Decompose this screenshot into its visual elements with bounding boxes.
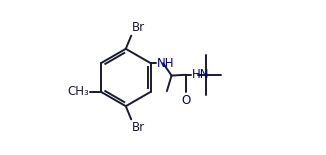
Text: NH: NH xyxy=(157,57,175,70)
Text: Br: Br xyxy=(132,21,145,34)
Text: CH₃: CH₃ xyxy=(67,85,89,98)
Text: O: O xyxy=(181,94,190,107)
Text: HN: HN xyxy=(192,68,209,81)
Text: Br: Br xyxy=(132,121,145,134)
